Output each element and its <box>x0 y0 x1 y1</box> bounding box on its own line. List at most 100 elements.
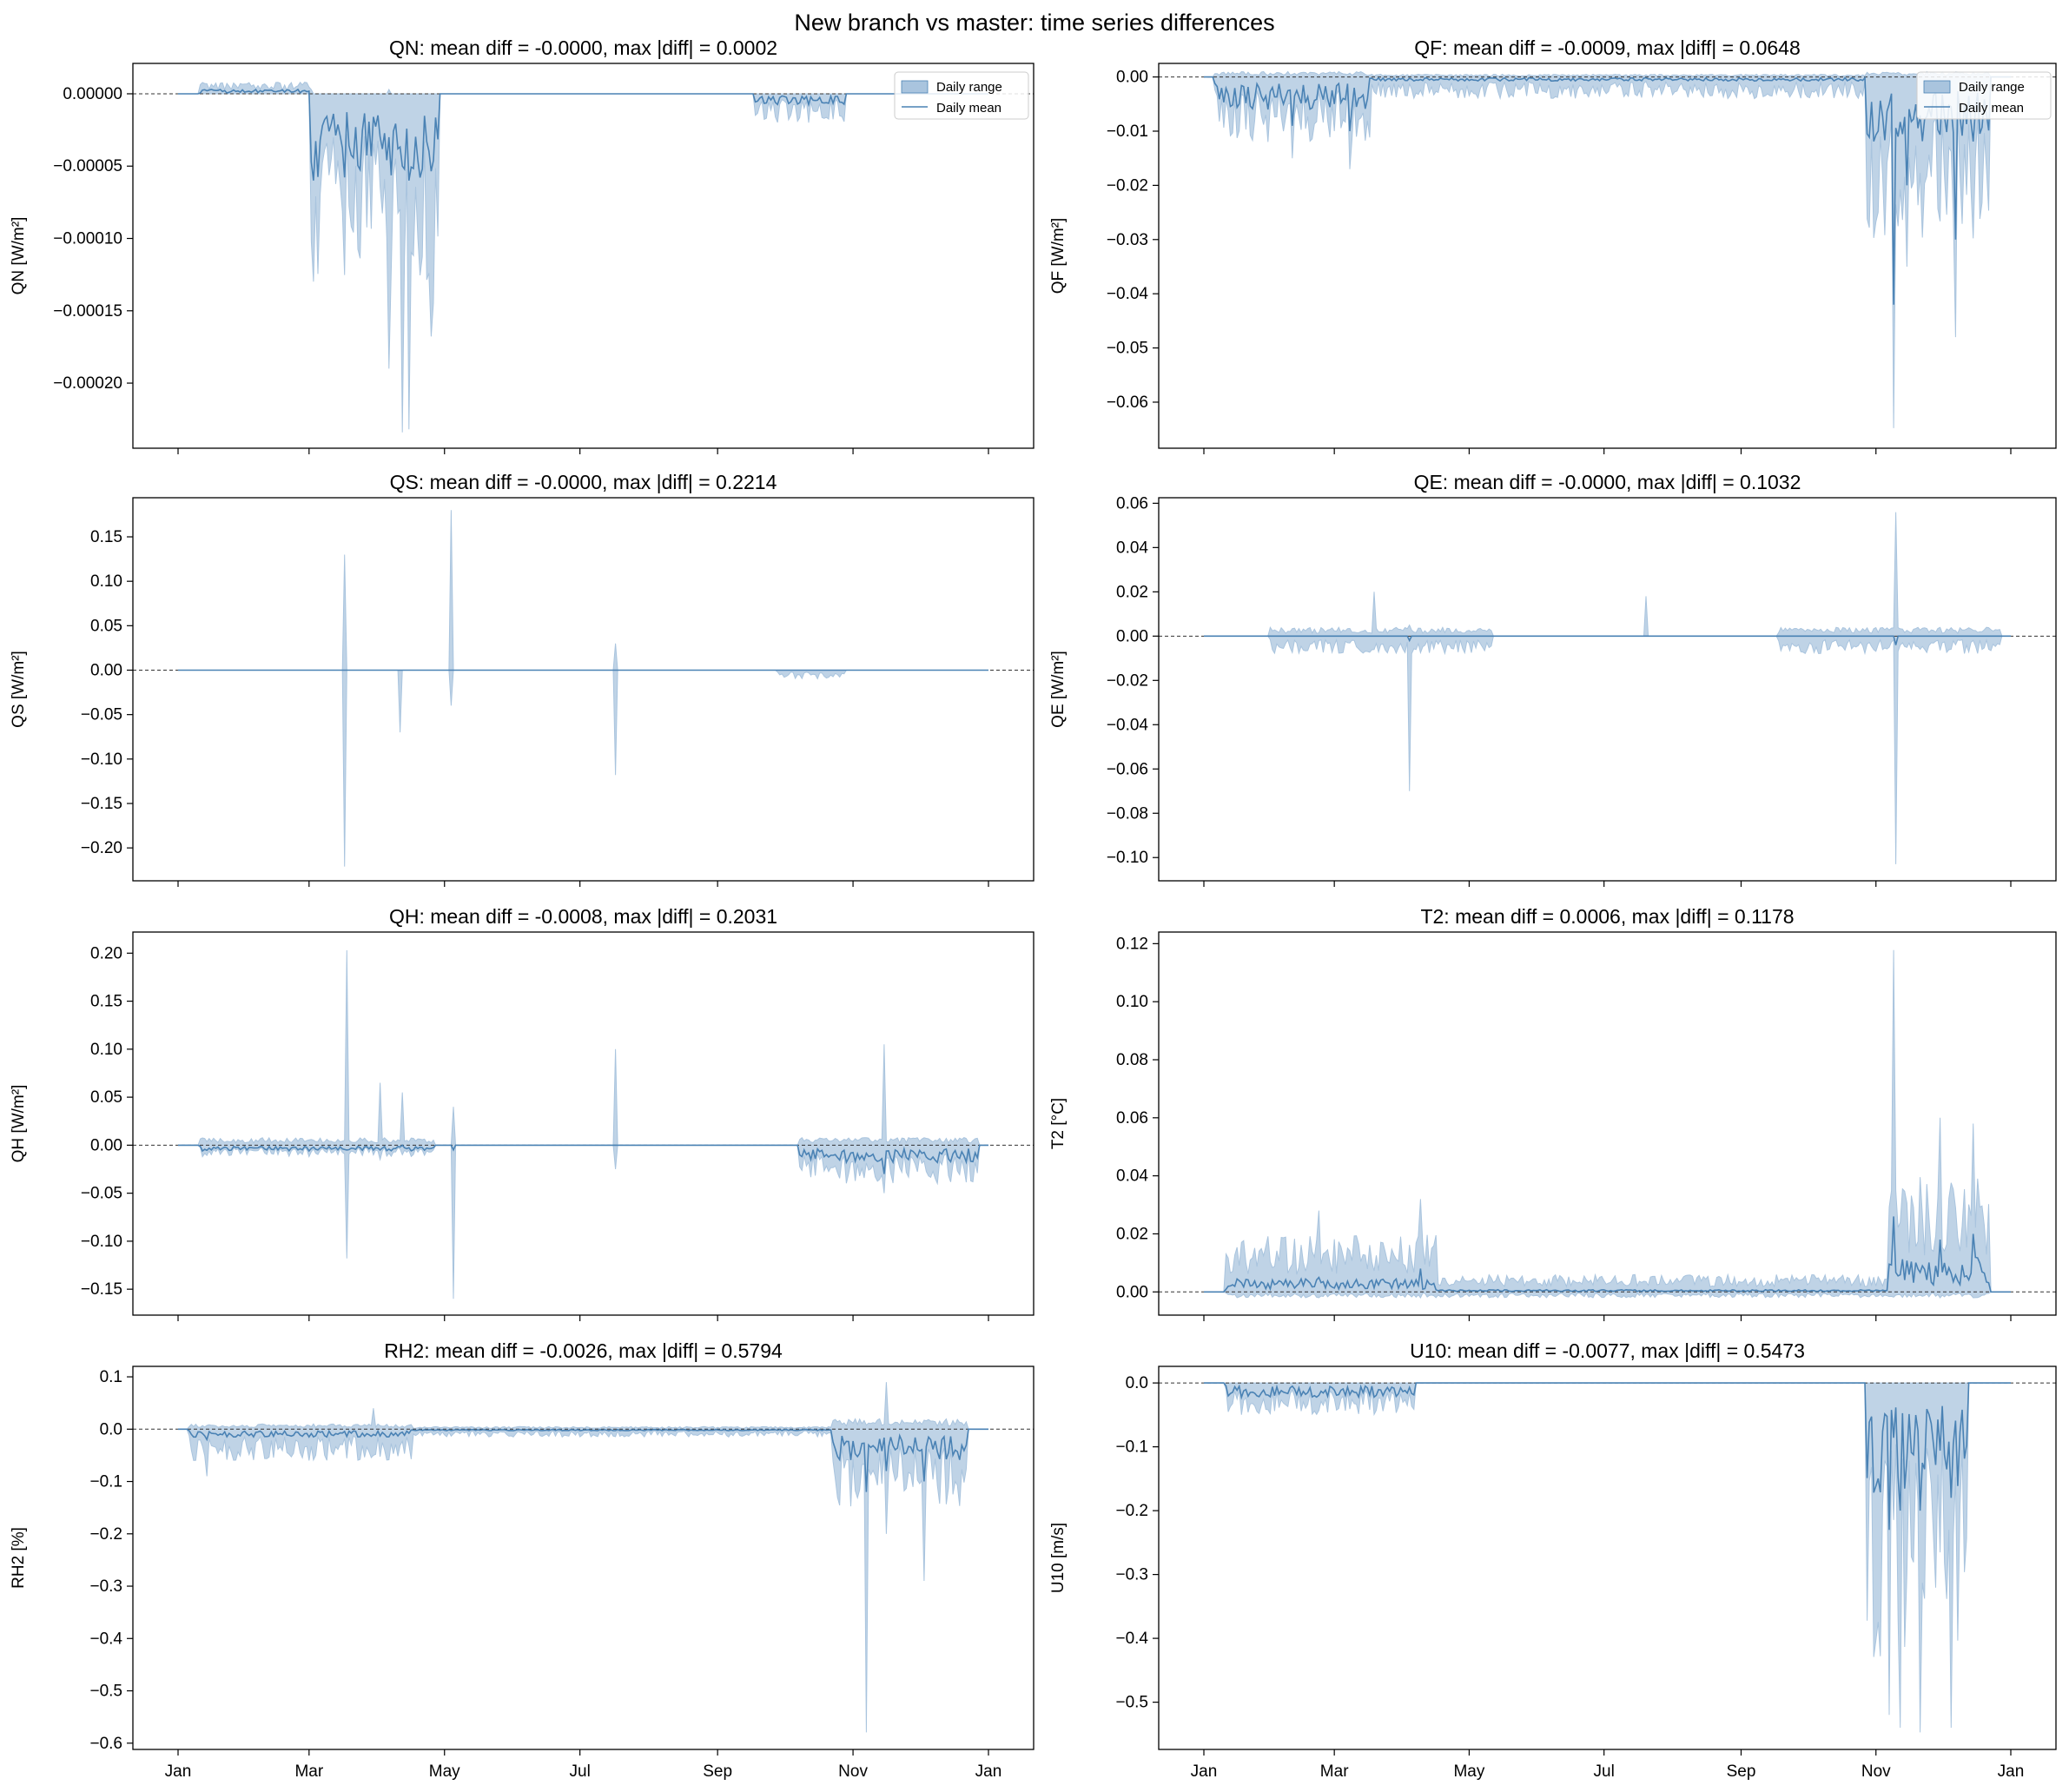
y-tick-label: −0.00015 <box>53 302 122 321</box>
y-tick-label: −0.15 <box>81 1280 122 1299</box>
axes-frame <box>1158 497 2057 882</box>
panel-qf: 0.00 −0.01 −0.02 −0.03 −0.04 −0.05 −0.06 QF: me… <box>1049 36 2057 454</box>
y-tick-label: −0.20 <box>81 839 122 857</box>
y-tick-label: 0.15 <box>90 993 122 1011</box>
y-tick-label: −0.04 <box>1107 716 1149 734</box>
axes-frame <box>1158 1365 2057 1750</box>
y-axis-label: QH [W/m²] <box>10 1085 28 1163</box>
y-tick-label: −0.2 <box>89 1525 122 1544</box>
axes-frame <box>132 931 1034 1316</box>
panel-qs: 0.15 0.10 0.05 0.00 −0.05 −0.10 −0.15 −0.20 QS: … <box>10 471 1034 887</box>
legend-mean-label: Daily mean <box>1959 101 2024 116</box>
legend-range-label: Daily range <box>936 80 1002 95</box>
panel-u10: 0.0 −0.1 −0.2 −0.3 −0.4 −0.5 Jan Mar May Jul Sep No… <box>1049 1339 2057 1781</box>
y-axis-label: QS [W/m²] <box>10 651 28 728</box>
daily-range-band <box>178 510 988 867</box>
daily-range-band <box>1204 512 2011 864</box>
panel-qh: 0.20 0.15 0.10 0.05 0.00 −0.05 −0.10 −0.15 QH: m… <box>10 905 1034 1321</box>
axes-frame <box>1158 931 2057 1316</box>
legend-mean-label: Daily mean <box>936 101 1001 116</box>
panel-qn: 0.00000 −0.00005 −0.00010 −0.00015 −0.00020 Q… <box>10 36 1034 454</box>
y-tick-label: 0.00000 <box>63 85 122 103</box>
y-tick-label: 0.06 <box>1116 494 1148 512</box>
panel-qe: 0.06 0.04 0.02 0.00 −0.02 −0.04 −0.06 −0.08 −0.1… <box>1049 471 2057 887</box>
y-tick-label: 0.12 <box>1116 935 1148 953</box>
y-tick-label: −0.06 <box>1107 393 1148 412</box>
y-tick-label: 0.00 <box>1116 1283 1148 1301</box>
daily-mean-line <box>1204 1382 2011 1531</box>
y-tick-label: −0.05 <box>81 1185 122 1203</box>
y-tick-label: 0.04 <box>1116 539 1148 557</box>
y-tick-label: 0.05 <box>90 1088 122 1107</box>
y-tick-label: 0.00 <box>1116 627 1148 645</box>
daily-mean-line <box>1204 76 2011 305</box>
daily-mean-line <box>178 88 988 182</box>
y-axis-label: QN [W/m²] <box>10 217 28 295</box>
y-tick-label: −0.5 <box>89 1683 122 1701</box>
y-tick-label: 0.10 <box>90 572 122 591</box>
legend-range-swatch <box>1923 80 1951 94</box>
y-tick-label: 0.02 <box>1116 1225 1148 1243</box>
panel-rh2: 0.1 0.0 −0.1 −0.2 −0.3 −0.4 −0.5 −0.6 Jan Mar May J… <box>10 1339 1034 1781</box>
x-tick-label: Mar <box>294 1762 323 1781</box>
x-tick-label: May <box>429 1762 460 1781</box>
x-tick-label: Jan <box>975 1762 1002 1781</box>
y-tick-label: −0.5 <box>1115 1694 1148 1712</box>
y-tick-label: −0.1 <box>1115 1438 1148 1457</box>
y-tick-label: 0.0 <box>1126 1374 1148 1392</box>
axes-frame <box>1158 63 2057 449</box>
y-tick-label: −0.03 <box>1107 231 1148 249</box>
legend-box <box>894 71 1029 120</box>
daily-range-band <box>178 949 988 1299</box>
y-tick-label: −0.2 <box>1115 1502 1148 1520</box>
y-tick-label: −0.00005 <box>53 157 122 175</box>
daily-mean-line <box>1204 635 2011 645</box>
panel-title: U10: mean diff = -0.0077, max |diff| = 0… <box>1410 1339 1805 1362</box>
x-tick-label: Nov <box>1861 1762 1891 1781</box>
subplot-grid: 0.00000 −0.00005 −0.00010 −0.00015 −0.00020 Q… <box>10 36 2057 1781</box>
y-tick-label: −0.05 <box>1107 340 1148 358</box>
y-tick-label: −0.10 <box>81 1233 122 1251</box>
y-tick-label: 0.04 <box>1116 1167 1148 1186</box>
y-tick-label: 0.20 <box>90 944 122 962</box>
y-tick-label: −0.4 <box>1115 1630 1148 1648</box>
x-tick-label: Jan <box>1191 1762 1218 1781</box>
axes-frame <box>132 497 1034 882</box>
panel-title: QH: mean diff = -0.0008, max |diff| = 0.… <box>389 905 777 928</box>
y-tick-label: −0.02 <box>1107 176 1148 195</box>
legend: Daily range Daily mean <box>1916 71 2052 120</box>
y-axis-label: U10 [m/s] <box>1049 1523 1068 1593</box>
y-axis-label: QF [W/m²] <box>1049 218 1068 294</box>
y-tick-label: −0.06 <box>1107 760 1148 778</box>
y-tick-label: 0.00 <box>1116 69 1148 87</box>
y-tick-label: −0.3 <box>89 1577 122 1596</box>
x-tick-label: Jul <box>1594 1762 1615 1781</box>
y-tick-label: 0.02 <box>1116 583 1148 601</box>
y-tick-label: −0.10 <box>1107 849 1148 867</box>
figure-suptitle: New branch vs master: time series differ… <box>794 10 1274 36</box>
panel-t2: 0.12 0.10 0.08 0.06 0.04 0.02 0.00 T2: mean dif… <box>1049 905 2057 1321</box>
axes-frame <box>132 63 1034 449</box>
daily-range-band <box>178 1382 988 1733</box>
daily-mean-line <box>178 1144 988 1174</box>
legend: Daily range Daily mean <box>894 71 1029 120</box>
y-tick-label: 0.15 <box>90 528 122 546</box>
x-tick-label: Jan <box>165 1762 192 1781</box>
y-tick-label: −0.1 <box>89 1473 122 1491</box>
y-tick-label: 0.08 <box>1116 1051 1148 1069</box>
y-tick-label: −0.10 <box>81 751 122 769</box>
panel-title: RH2: mean diff = -0.0026, max |diff| = 0… <box>384 1339 783 1362</box>
y-tick-label: 0.1 <box>100 1368 122 1386</box>
y-tick-label: 0.10 <box>1116 993 1148 1011</box>
daily-range-band <box>1204 1382 2011 1733</box>
y-tick-label: −0.15 <box>81 795 122 813</box>
y-tick-label: −0.6 <box>89 1735 122 1753</box>
x-tick-label: Jan <box>1998 1762 2025 1781</box>
y-tick-label: 0.00 <box>90 662 122 680</box>
y-axis-label: T2 [°C] <box>1049 1098 1068 1149</box>
legend-box <box>1916 71 2052 120</box>
axes-frame <box>132 1365 1034 1750</box>
legend-range-label: Daily range <box>1959 80 2025 95</box>
y-tick-label: −0.00010 <box>53 230 122 248</box>
panel-title: T2: mean diff = 0.0006, max |diff| = 0.1… <box>1420 905 1794 928</box>
